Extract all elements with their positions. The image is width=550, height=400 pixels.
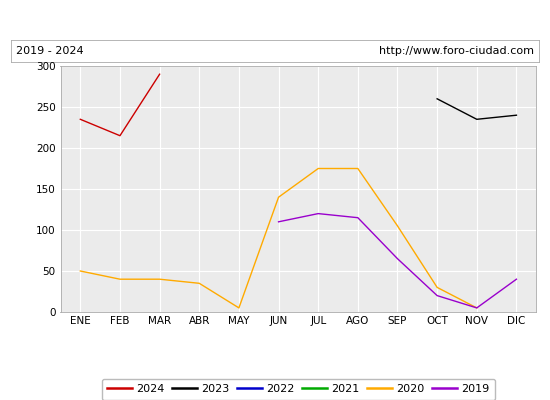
- Text: 2019 - 2024: 2019 - 2024: [16, 46, 84, 56]
- Text: http://www.foro-ciudad.com: http://www.foro-ciudad.com: [379, 46, 534, 56]
- Text: Evolucion Nº Turistas Nacionales en el municipio de Añe: Evolucion Nº Turistas Nacionales en el m…: [80, 14, 470, 28]
- Legend: 2024, 2023, 2022, 2021, 2020, 2019: 2024, 2023, 2022, 2021, 2020, 2019: [102, 379, 495, 400]
